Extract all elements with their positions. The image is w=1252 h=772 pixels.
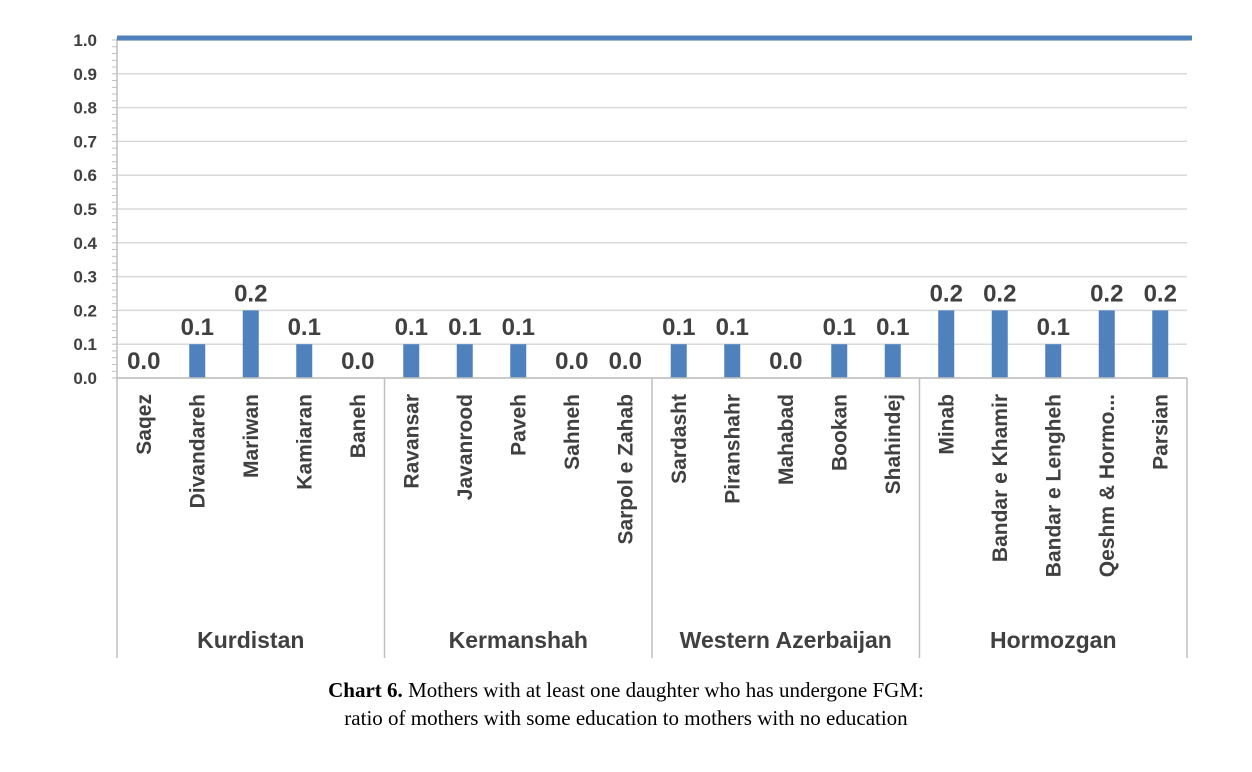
category-label: Mariwan: [240, 394, 263, 478]
bar: [884, 344, 901, 378]
bar: [456, 344, 473, 378]
category-label: Sahneh: [561, 394, 584, 470]
data-label: 0.1: [823, 314, 856, 341]
bar: [242, 310, 259, 378]
data-label: 0.2: [983, 280, 1016, 307]
caption-line-2: ratio of mothers with some education to …: [344, 706, 908, 730]
y-tick-label: 0.9: [73, 65, 97, 84]
group-label: Hormozgan: [990, 627, 1117, 653]
data-label: 0.2: [1144, 280, 1177, 307]
y-tick-label: 0.8: [73, 99, 97, 118]
data-label: 0.2: [234, 280, 267, 307]
category-label: Piranshahr: [721, 394, 744, 504]
data-label: 0.1: [395, 314, 428, 341]
data-label: 0.1: [876, 314, 909, 341]
data-label: 0.1: [181, 314, 214, 341]
category-label: Ravansar: [400, 394, 423, 489]
bar: [510, 344, 527, 378]
caption-text-1: Mothers with at least one daughter who h…: [408, 678, 924, 702]
category-label: Divandareh: [186, 394, 209, 508]
data-label: 0.0: [769, 348, 802, 375]
y-tick-label: 0.7: [73, 132, 97, 151]
y-tick-label: 0.0: [73, 369, 97, 388]
category-label: Bandar e Lengheh: [1042, 394, 1065, 577]
bar: [831, 344, 848, 378]
data-label: 0.0: [555, 348, 588, 375]
bar: [724, 344, 741, 378]
bar: [991, 310, 1008, 378]
x-axis: Saqez Divandareh Mariwan Kamiaran Baneh Ravan…: [116, 377, 1188, 658]
y-tick-label: 1.0: [73, 31, 97, 50]
y-axis: 0.0 0.1 0.2 0.3 0.4 0.5 0.6 0.7 0.8 0.9 1.0: [73, 31, 118, 388]
bar-chart: 0.0 0.1 0.2 0.3 0.4 0.5 0.6 0.7 0.8 0.9 1.0 0.0 0.1…: [73, 31, 1192, 658]
data-label: 0.1: [288, 314, 321, 341]
data-label: 0.0: [609, 348, 642, 375]
group-label: Western Azerbaijan: [680, 627, 892, 653]
group-label: Kurdistan: [197, 627, 304, 653]
data-label: 0.2: [930, 280, 963, 307]
data-labels: 0.0 0.1 0.2 0.1 0.0 0.1 0.1 0.1 0.0 0.0 0.1 0.1 0.0 0…: [127, 280, 1177, 375]
bar: [403, 344, 420, 378]
category-label: Qeshm & Hormo...: [1096, 394, 1119, 577]
category-label: Sarpol e Zahab: [614, 394, 637, 545]
category-label: Bookan: [828, 394, 851, 471]
category-label: Kamiaran: [293, 394, 316, 490]
category-label: Sardasht: [668, 394, 691, 484]
data-label: 0.1: [448, 314, 481, 341]
chart-caption: Chart 6. Mothers with at least one daugh…: [0, 676, 1252, 732]
data-label: 0.1: [662, 314, 695, 341]
bar: [1152, 310, 1169, 378]
bar: [938, 310, 955, 378]
category-label: Shahindej: [882, 394, 905, 494]
bars: [189, 310, 1169, 378]
category-label: Paveh: [507, 394, 530, 456]
category-label: Parsian: [1149, 394, 1172, 470]
y-tick-label: 0.1: [73, 335, 97, 354]
category-label: Saqez: [133, 394, 156, 455]
y-tick-label: 0.6: [73, 166, 97, 185]
data-label: 0.0: [127, 348, 160, 375]
bar: [296, 344, 313, 378]
data-label: 0.1: [502, 314, 535, 341]
category-label: Baneh: [347, 394, 370, 458]
data-label: 0.1: [716, 314, 749, 341]
caption-label: Chart 6.: [328, 678, 403, 702]
category-label: Mahabad: [775, 394, 798, 485]
bar: [670, 344, 687, 378]
data-label: 0.2: [1090, 280, 1123, 307]
caption-line-1: Chart 6. Mothers with at least one daugh…: [0, 676, 1252, 704]
category-label: Bandar e Khamir: [989, 394, 1012, 562]
data-label: 0.1: [1037, 314, 1070, 341]
y-tick-label: 0.2: [73, 301, 97, 320]
bar: [189, 344, 206, 378]
gridlines: [117, 39, 1187, 379]
y-tick-label: 0.5: [73, 200, 97, 219]
bar: [1045, 344, 1062, 378]
y-tick-label: 0.3: [73, 268, 97, 287]
category-label: Javanrood: [454, 394, 477, 500]
category-label: Minab: [935, 394, 958, 455]
bar: [1098, 310, 1115, 378]
group-label: Kermanshah: [449, 627, 588, 653]
y-tick-label: 0.4: [73, 234, 97, 253]
data-label: 0.0: [341, 348, 374, 375]
